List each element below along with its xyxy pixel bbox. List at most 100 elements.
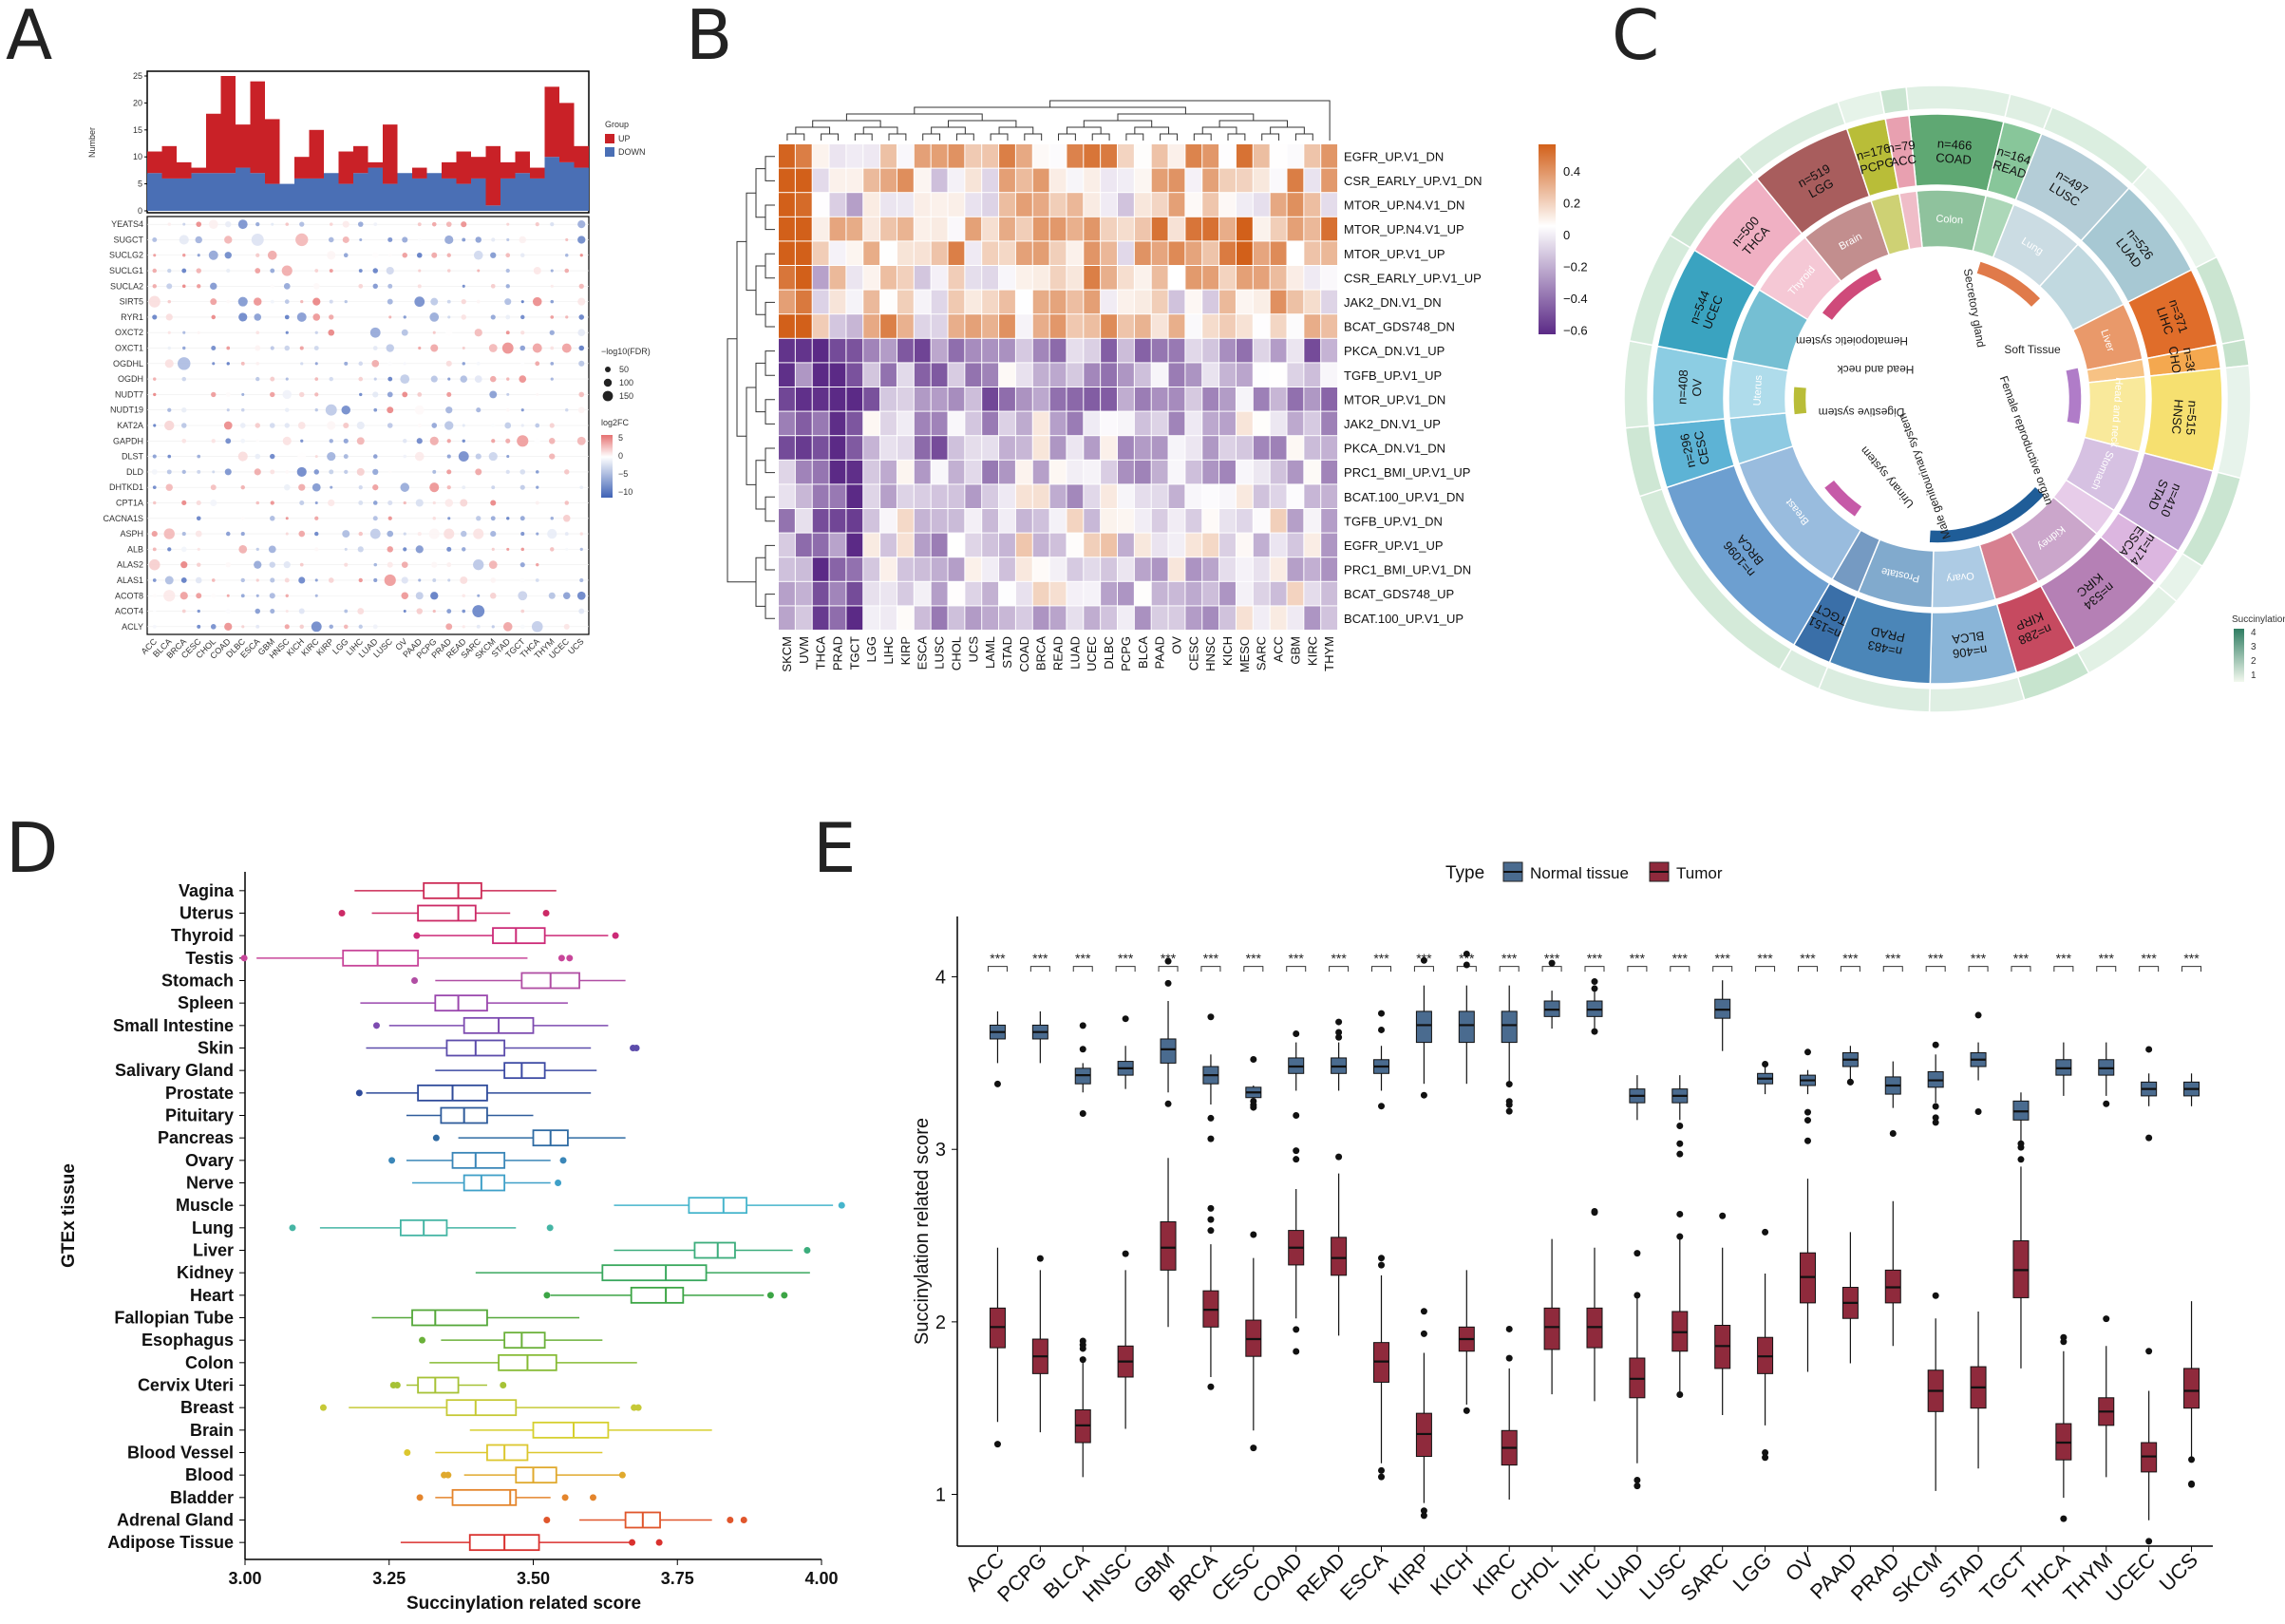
d-outlier bbox=[566, 954, 574, 962]
heatmap-cell bbox=[1321, 144, 1338, 168]
gene-dot bbox=[462, 594, 466, 598]
e-outlier bbox=[2103, 1315, 2110, 1323]
col-dendrogram-branch bbox=[922, 133, 941, 141]
gene-dot bbox=[314, 516, 319, 520]
heatmap-cell bbox=[829, 411, 846, 436]
heatmap-col-label: TGCT bbox=[847, 636, 861, 670]
gene-dot bbox=[369, 327, 381, 338]
bar-up bbox=[161, 145, 177, 179]
heatmap-cell bbox=[1084, 363, 1101, 387]
gene-dot bbox=[402, 253, 407, 258]
e-sig-bracket bbox=[1499, 966, 1520, 973]
heatmap-cell bbox=[1270, 484, 1287, 508]
gene-dot bbox=[196, 516, 201, 521]
heatmap-cell bbox=[846, 266, 863, 290]
gene-dot bbox=[153, 609, 157, 614]
heatmap-cell bbox=[863, 484, 880, 508]
heatmap-cell bbox=[1253, 144, 1270, 168]
heatmap-cell bbox=[999, 436, 1015, 460]
gene-dot bbox=[344, 562, 349, 567]
heatmap-row-label: MTOR_UP.V1_DN bbox=[1344, 392, 1445, 406]
gene-dot bbox=[446, 485, 451, 490]
heatmap-cell bbox=[1270, 217, 1287, 241]
gene-dot bbox=[418, 237, 422, 242]
heatmap-row-label: BCAT_GDS748_UP bbox=[1344, 587, 1454, 601]
e-box bbox=[2183, 1368, 2200, 1409]
e-sig-bracket bbox=[1584, 966, 1605, 973]
gene-dot bbox=[506, 222, 510, 226]
gene-dot bbox=[505, 407, 510, 412]
gene-dot bbox=[344, 547, 348, 551]
heatmap-row-label: JAK2_DN.V1_DN bbox=[1344, 295, 1442, 310]
gene-dot bbox=[387, 361, 392, 366]
d-outlier bbox=[561, 1494, 569, 1501]
heatmap-cell bbox=[1134, 557, 1151, 581]
e-outlier bbox=[1762, 1061, 1769, 1068]
d-tissue-label: Blood bbox=[185, 1465, 234, 1484]
heatmap-cell bbox=[812, 387, 829, 411]
gene-dot bbox=[284, 624, 290, 630]
d-outlier bbox=[419, 1336, 426, 1344]
gene-dot bbox=[314, 531, 319, 537]
e-y-tick-label: 1 bbox=[935, 1485, 946, 1506]
heatmap-cell bbox=[1015, 460, 1032, 484]
gene-dot bbox=[182, 346, 186, 350]
heatmap-cell bbox=[948, 241, 965, 265]
heatmap-cell bbox=[795, 241, 812, 265]
heatmap-cell bbox=[1101, 387, 1117, 411]
e-outlier bbox=[1846, 1078, 1854, 1086]
heatmap-cell bbox=[863, 217, 880, 241]
d-x-tick-label: 4.00 bbox=[804, 1569, 838, 1588]
heatmap-cell bbox=[1084, 387, 1101, 411]
gene-dot bbox=[197, 330, 200, 334]
heatmap-cell bbox=[1084, 581, 1101, 606]
heatmap-color-tick: 0 bbox=[1563, 228, 1570, 242]
d-tissue-label: Liver bbox=[193, 1241, 234, 1260]
gene-dot bbox=[431, 561, 438, 568]
gene-dot bbox=[356, 467, 365, 476]
heatmap-cell bbox=[931, 168, 948, 193]
gene-dot bbox=[255, 624, 260, 629]
e-x-label: LUAD bbox=[1592, 1548, 1648, 1604]
heatmap-cell bbox=[1084, 217, 1101, 241]
heatmap-cell bbox=[880, 509, 897, 533]
heatmap-cell bbox=[965, 266, 982, 290]
heatmap-cell bbox=[999, 387, 1015, 411]
bar-up bbox=[368, 161, 383, 168]
heatmap-cell bbox=[999, 606, 1015, 630]
e-outlier bbox=[1207, 1135, 1215, 1142]
gene-dot bbox=[387, 236, 393, 242]
heatmap-cell bbox=[1185, 217, 1202, 241]
heatmap-cell bbox=[931, 557, 948, 581]
heatmap-cell bbox=[982, 241, 999, 265]
bar-up bbox=[471, 157, 486, 179]
gene-dot bbox=[519, 484, 525, 490]
heatmap-cell bbox=[1253, 557, 1270, 581]
e-x-label: LGG bbox=[1728, 1548, 1777, 1596]
bar-down bbox=[236, 167, 251, 211]
gene-dot bbox=[329, 314, 334, 320]
e-outlier bbox=[1293, 1147, 1300, 1155]
gene-dot bbox=[506, 237, 510, 242]
e-outlier bbox=[1505, 1081, 1513, 1088]
gene-dot bbox=[329, 624, 333, 630]
heatmap-cell bbox=[982, 581, 999, 606]
system-label: Soft Tissue bbox=[2004, 343, 2061, 356]
system-arc bbox=[2064, 366, 2083, 425]
col-dendrogram-branch bbox=[1049, 100, 1331, 141]
heatmap-cell bbox=[1134, 606, 1151, 630]
e-sig-bracket bbox=[2011, 966, 2031, 973]
row-dendrogram-branch bbox=[765, 301, 775, 328]
heatmap-cell bbox=[880, 460, 897, 484]
gene-dot bbox=[152, 485, 157, 490]
heatmap-cell bbox=[1253, 241, 1270, 265]
heatmap-cell bbox=[999, 363, 1015, 387]
gene-dot bbox=[210, 282, 217, 291]
gene-dot bbox=[268, 545, 276, 554]
heatmap-cell bbox=[1084, 509, 1101, 533]
gene-dot bbox=[430, 375, 438, 383]
gene-dot bbox=[224, 236, 233, 244]
gene-dot bbox=[520, 314, 525, 320]
gene-dot bbox=[579, 254, 583, 257]
heatmap-cell bbox=[1253, 484, 1270, 508]
